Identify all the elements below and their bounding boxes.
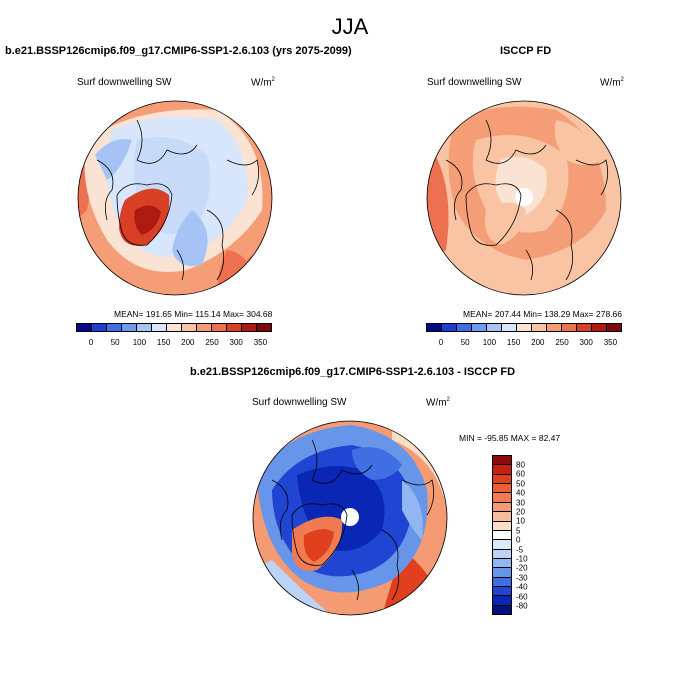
diff-colorbar	[492, 455, 512, 615]
colorbar-swatch	[493, 540, 511, 550]
model-unit-label: W/m2	[251, 77, 275, 89]
colorbar-swatch	[493, 549, 511, 559]
colorbar-swatch	[493, 530, 511, 541]
colorbar-tick-label: 150	[506, 338, 521, 347]
colorbar-swatch	[242, 324, 257, 331]
colorbar-tick-label: 350	[253, 338, 268, 347]
colorbar-swatch	[493, 521, 511, 531]
colorbar-tick-label: -60	[516, 592, 528, 602]
diff-variable-label: Surf downwelling SW	[252, 397, 347, 408]
model-stats: MEAN= 191.65 Min= 115.14 Max= 304.68	[114, 309, 273, 319]
colorbar-swatch	[493, 484, 511, 494]
colorbar-swatch	[137, 324, 152, 331]
colorbar-swatch	[493, 474, 511, 485]
colorbar-swatch	[227, 324, 242, 331]
colorbar-swatch	[493, 493, 511, 503]
colorbar-swatch	[517, 324, 532, 331]
colorbar-swatch	[547, 324, 562, 331]
colorbar-swatch	[182, 324, 197, 331]
colorbar-tick-label: 250	[205, 338, 219, 347]
colorbar-tick-label: 150	[156, 338, 171, 347]
colorbar-swatch	[493, 456, 511, 466]
colorbar-tick-label: 0	[88, 338, 94, 347]
colorbar-tick-label: -40	[516, 582, 528, 592]
colorbar-tick-label: -30	[516, 573, 528, 583]
colorbar-swatch	[457, 324, 472, 331]
colorbar-swatch	[212, 324, 227, 331]
colorbar-tick-label: 10	[516, 516, 525, 526]
colorbar-swatch	[532, 324, 547, 331]
colorbar-tick-label: -80	[516, 601, 528, 611]
colorbar-tick-label: 200	[181, 338, 195, 347]
colorbar-tick-label: 20	[516, 507, 525, 517]
season-title: JJA	[331, 14, 369, 39]
model-panel-title: b.e21.BSSP126cmip6.f09_g17.CMIP6-SSP1-2.…	[5, 45, 352, 57]
colorbar-swatch	[167, 324, 182, 331]
colorbar-swatch	[493, 465, 511, 475]
colorbar-swatch	[107, 324, 122, 331]
colorbar-swatch	[493, 502, 511, 513]
colorbar-swatch	[442, 324, 457, 331]
colorbar-swatch	[493, 596, 511, 606]
colorbar-swatch	[472, 324, 487, 331]
obs-panel-title: ISCCP FD	[500, 45, 552, 57]
colorbar-tick-label: 0	[516, 535, 521, 545]
colorbar-tick-label: 250	[555, 338, 569, 347]
colorbar-tick-label: 0	[438, 338, 444, 347]
colorbar-tick-label: 300	[229, 338, 243, 347]
colorbar-swatch	[197, 324, 212, 331]
colorbar-swatch	[122, 324, 137, 331]
colorbar-swatch	[577, 324, 592, 331]
colorbar-swatch	[562, 324, 577, 331]
diff-polar-map	[252, 420, 448, 616]
obs-unit-label: W/m2	[600, 77, 624, 89]
colorbar-swatch	[77, 324, 92, 331]
colorbar-swatch	[607, 324, 621, 331]
colorbar-tick-label: 50	[460, 338, 470, 347]
colorbar-tick-label: -10	[516, 554, 528, 564]
colorbar-tick-label: 40	[516, 488, 525, 498]
colorbar-tick-label: -5	[516, 545, 524, 555]
obs-colorbar	[426, 323, 622, 332]
model-variable-label: Surf downwelling SW	[77, 77, 172, 88]
colorbar-swatch	[493, 587, 511, 597]
colorbar-swatch	[493, 568, 511, 578]
diff-panel-title: b.e21.BSSP126cmip6.f09_g17.CMIP6-SSP1-2.…	[190, 366, 516, 378]
colorbar-swatch	[493, 512, 511, 522]
diff-stats: MIN = -95.85 MAX = 82.47	[459, 433, 561, 443]
colorbar-swatch	[152, 324, 167, 331]
colorbar-tick-label: 50	[110, 338, 120, 347]
colorbar-swatch	[493, 605, 511, 615]
obs-stats: MEAN= 207.44 Min= 138.29 Max= 278.66	[463, 309, 623, 319]
obs-polar-map	[426, 100, 622, 296]
colorbar-tick-label: 80	[516, 460, 525, 470]
colorbar-swatch	[592, 324, 607, 331]
obs-variable-label: Surf downwelling SW	[427, 77, 522, 88]
colorbar-tick-label: 30	[516, 498, 525, 508]
diff-unit-label: W/m2	[426, 397, 450, 409]
colorbar-tick-label: 200	[531, 338, 545, 347]
colorbar-swatch	[493, 577, 511, 588]
model-polar-map	[77, 100, 273, 296]
colorbar-tick-label: 100	[482, 338, 497, 347]
colorbar-tick-label: -20	[516, 563, 528, 573]
colorbar-tick-label: 60	[516, 469, 525, 479]
colorbar-swatch	[427, 324, 442, 331]
colorbar-tick-label: 50	[516, 479, 525, 489]
colorbar-tick-label: 300	[579, 338, 593, 347]
colorbar-tick-label: 5	[516, 526, 521, 536]
colorbar-tick-label: 100	[132, 338, 147, 347]
colorbar-swatch	[92, 324, 107, 331]
colorbar-swatch	[487, 324, 502, 331]
model-colorbar	[76, 323, 272, 332]
colorbar-swatch	[257, 324, 271, 331]
colorbar-swatch	[493, 558, 511, 569]
colorbar-tick-label: 350	[603, 338, 618, 347]
colorbar-swatch	[502, 324, 517, 331]
